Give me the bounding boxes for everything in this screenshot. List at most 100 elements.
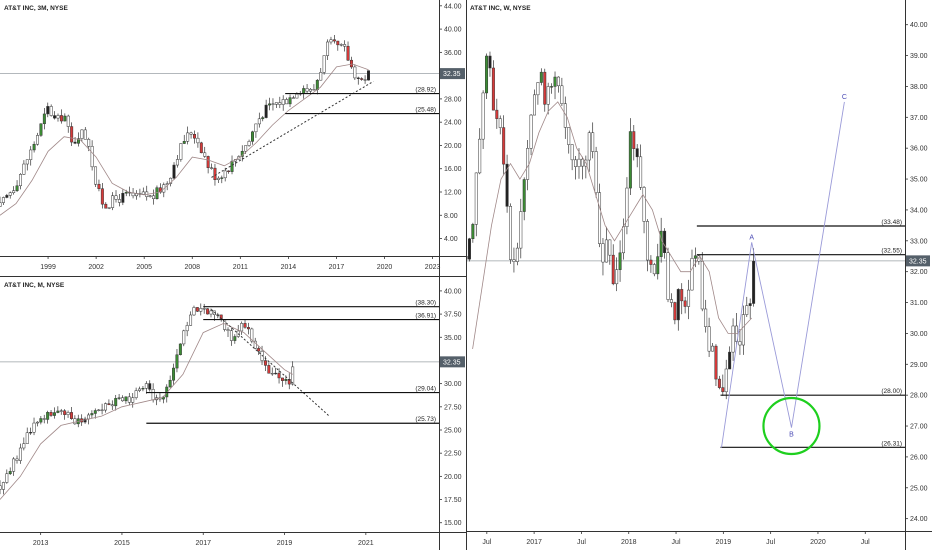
candle [474,172,478,237]
candle [319,68,323,81]
candle-body [505,163,509,207]
candle [363,75,367,84]
candle [356,76,360,85]
candle [246,322,250,335]
candle-body [227,170,231,172]
candle [73,137,77,145]
candle-body [326,41,330,56]
candle [117,393,121,401]
candle [148,195,152,198]
candle [90,410,94,419]
y-tick-label: 35.00 [910,177,928,184]
candle [25,427,29,444]
candle [192,305,196,316]
chart-panel-quarterly: AT&T INC, 3M, NYSE 4.00 8.00 12.00 16.00 20.0… [0,0,467,276]
candle [515,242,519,266]
candle [711,342,715,352]
plot-area [0,303,439,500]
candle-body [29,432,33,434]
candle-body [179,143,183,160]
candle [223,167,227,182]
candle [254,123,258,138]
candle-body [172,367,176,381]
candle [502,115,506,176]
candle-body [707,326,711,352]
candle-body [32,143,36,151]
candle [539,68,543,86]
candle-body [138,388,142,391]
candle-body [254,123,258,133]
candle [141,385,145,392]
x-tick-label: 2011 [233,264,248,271]
y-tick-label: 40.00 [444,288,462,295]
candle [697,254,701,265]
candle [18,173,22,190]
candle [268,97,272,111]
candle [229,327,233,346]
candle-body [285,99,289,105]
candle [738,329,742,355]
candle-body [246,327,250,330]
candle-body [580,158,584,167]
candle-body [0,202,2,207]
candle [104,402,107,413]
candle [343,40,347,52]
x-tick-label: 2021 [358,540,374,547]
candle-body [97,409,101,411]
x-tick-label: Jul [766,539,775,546]
candle-body [512,259,516,262]
candle [467,237,471,262]
candle [178,343,182,356]
candle [591,122,595,159]
candle-body [22,163,26,175]
y-tick-label: 31.00 [910,300,928,307]
candle-body [182,141,186,144]
candle-body [556,76,560,87]
candle [196,132,200,148]
candle-body [100,188,104,205]
candle-body [488,55,492,69]
candle [206,308,210,315]
x-tick-label: 2017 [195,540,211,547]
highlight-circle [762,396,821,456]
candle-body [574,159,578,167]
candle-body [192,307,196,316]
current-price-tag [440,68,465,80]
candle-body [73,418,77,425]
candle-body [529,114,533,149]
candle-body [193,134,196,139]
candle-body [32,422,36,433]
candle-body [152,195,156,199]
candle-body [659,230,663,257]
candle-body [114,195,118,200]
x-tick-label: Jul [672,539,681,546]
candle-body [25,432,29,444]
candle-body [66,412,70,415]
candle-body [209,310,213,315]
candle-body [148,383,152,390]
candle [114,190,118,203]
candle [100,183,104,209]
x-tick-label: 2017 [526,539,542,546]
candle [687,279,691,320]
x-tick-label: 2015 [114,540,130,547]
candle-body [39,418,43,423]
candle [172,162,176,180]
candle-body [752,260,756,304]
candle-body [141,388,145,390]
candle-body [185,325,189,332]
y-tick-label: 32.00 [910,269,928,276]
x-tick-label: Jul [482,539,491,546]
candle [560,77,564,107]
candle-body [332,39,336,42]
current-price-value: 32.35 [909,258,927,265]
candle-body [700,260,704,310]
candle-body [36,135,40,145]
candle-body [169,177,173,184]
candle-body [663,230,667,253]
candle [649,255,653,273]
candle-body [66,115,70,127]
chart-panel-monthly: AT&T INC, M, NYSE 15.00 17.50 20.00 22.50 25.… [0,277,467,550]
candle [107,399,111,406]
